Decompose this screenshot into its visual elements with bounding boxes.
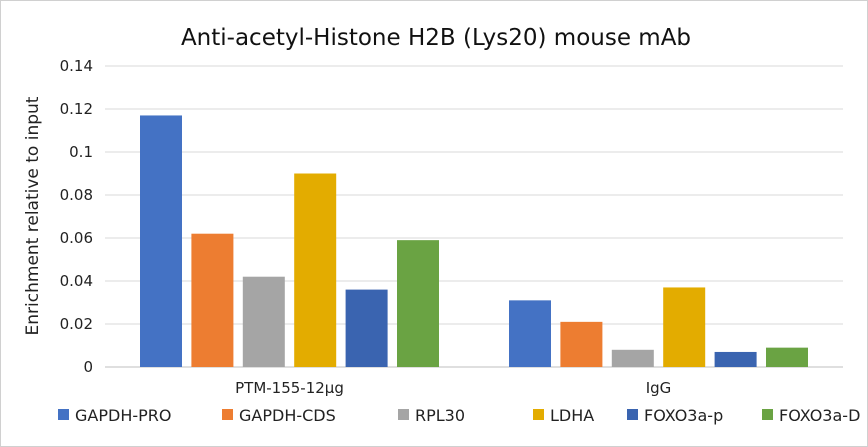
legend-label: FOXO3a-p	[644, 406, 723, 425]
y-tick-label: 0	[83, 358, 93, 376]
y-tick-label: 0.02	[60, 315, 93, 333]
y-tick-label: 0.1	[69, 143, 93, 161]
bar-gapdh-cds	[560, 321, 603, 367]
y-tick-label: 0.12	[60, 100, 93, 118]
legend-label: FOXO3a-D	[779, 406, 860, 425]
bar-gapdh-cds	[191, 233, 234, 367]
legend-swatch	[627, 409, 638, 420]
bar-foxo3a-d	[766, 347, 808, 367]
bar-gapdh-pro	[509, 300, 551, 367]
legend-swatch	[533, 409, 544, 420]
bar-rpl30	[242, 276, 285, 367]
x-tick-label: IgG	[646, 379, 672, 397]
chart-title: Anti-acetyl-Histone H2B (Lys20) mouse mA…	[181, 25, 691, 51]
legend-swatch	[398, 409, 409, 420]
legend-label: RPL30	[415, 406, 465, 425]
y-tick-label: 0.04	[60, 272, 93, 290]
bar-foxo3a-p	[714, 351, 757, 367]
bar-ldha	[294, 173, 337, 367]
legend-swatch	[58, 409, 69, 420]
x-tick-label: PTM-155-12μg	[235, 379, 344, 397]
y-tick-label: 0.08	[60, 186, 93, 204]
legend-label: GAPDH-PRO	[75, 406, 171, 425]
bar-rpl30	[611, 349, 654, 367]
bar-gapdh-pro	[140, 115, 182, 367]
legend-swatch	[222, 409, 233, 420]
legend-swatch	[762, 409, 773, 420]
legend-label: GAPDH-CDS	[239, 406, 336, 425]
y-axis-label: Enrichment relative to input	[23, 96, 43, 335]
bar-ldha	[663, 287, 706, 367]
y-tick-label: 0.06	[60, 229, 93, 247]
bar-foxo3a-p	[345, 289, 388, 367]
legend-label: LDHA	[550, 406, 594, 425]
y-tick-label: 0.14	[60, 57, 93, 75]
bar-foxo3a-d	[397, 240, 439, 367]
